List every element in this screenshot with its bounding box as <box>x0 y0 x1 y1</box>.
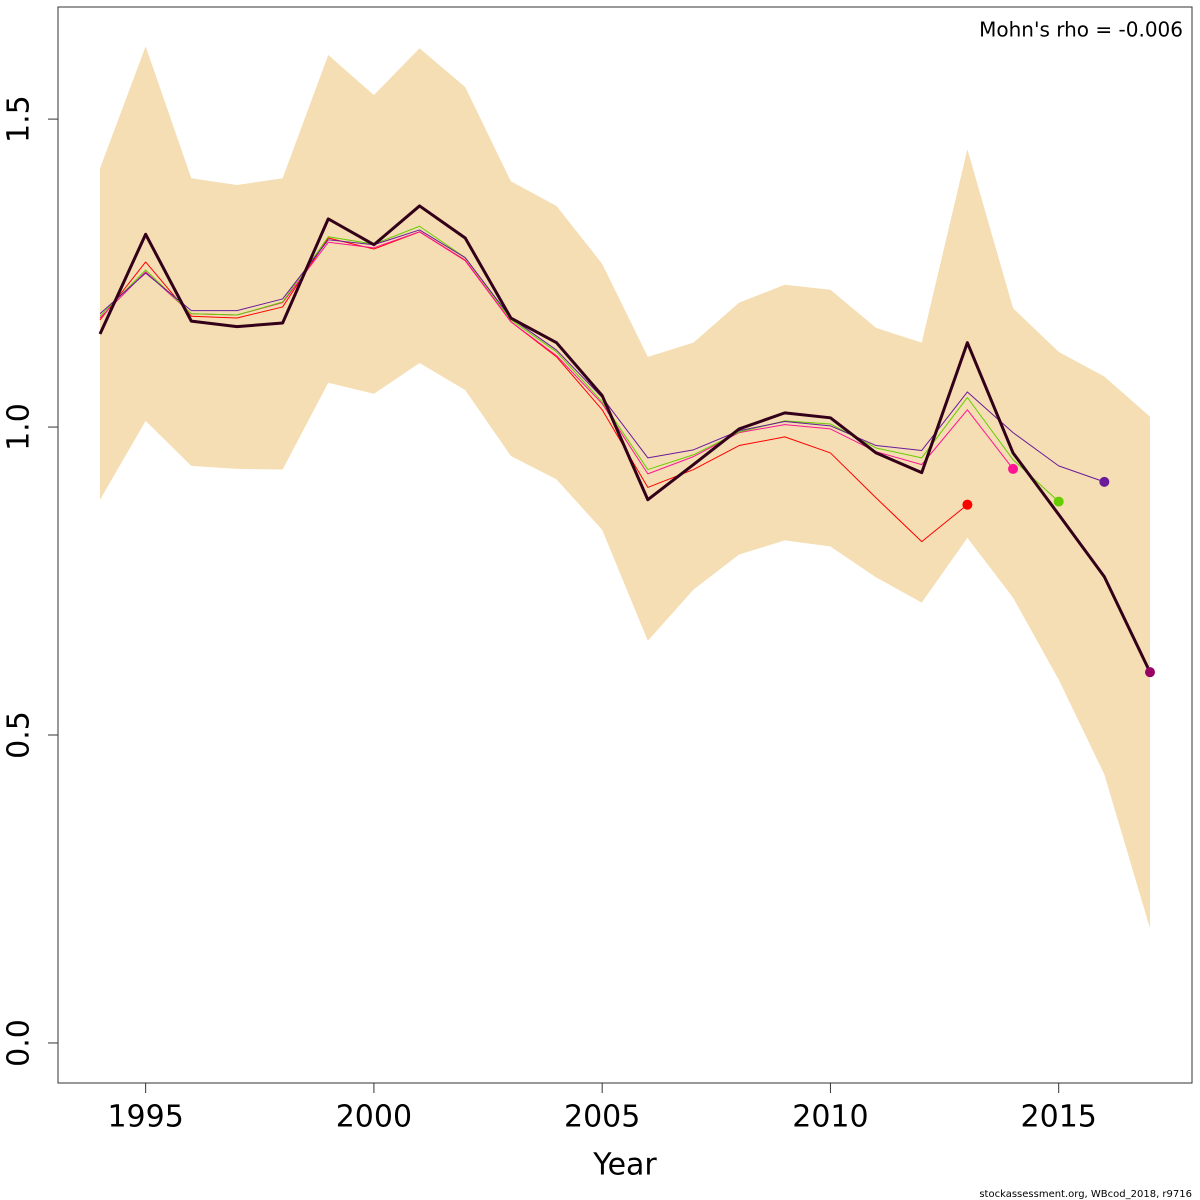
x-tick-label: 1995 <box>107 1100 183 1135</box>
end-point <box>1053 496 1064 507</box>
x-tick-label: 2005 <box>564 1100 640 1135</box>
x-axis-label: Year <box>592 1148 657 1183</box>
x-tick-label: 2000 <box>336 1100 412 1135</box>
end-point <box>1099 476 1110 487</box>
y-tick-label: 1.0 <box>2 403 37 451</box>
series-line <box>98 204 1152 673</box>
series-line <box>99 225 1060 502</box>
x-tick-label: 2015 <box>1021 1100 1097 1135</box>
annotation: Mohn's rho = -0.006 <box>979 18 1183 42</box>
end-point <box>1145 667 1155 678</box>
x-tick-label: 2010 <box>792 1100 868 1135</box>
plot-frame <box>57 6 1193 1084</box>
end-point <box>962 499 973 510</box>
y-tick-label: 0.5 <box>2 711 37 759</box>
y-tick-label: 1.5 <box>2 95 37 143</box>
confidence-band <box>100 46 1150 929</box>
y-tick-label: 0.0 <box>2 1019 37 1067</box>
footer: stockassessment.org, WBcod_2018, r9716 <box>979 1189 1192 1200</box>
end-point <box>1008 463 1019 474</box>
